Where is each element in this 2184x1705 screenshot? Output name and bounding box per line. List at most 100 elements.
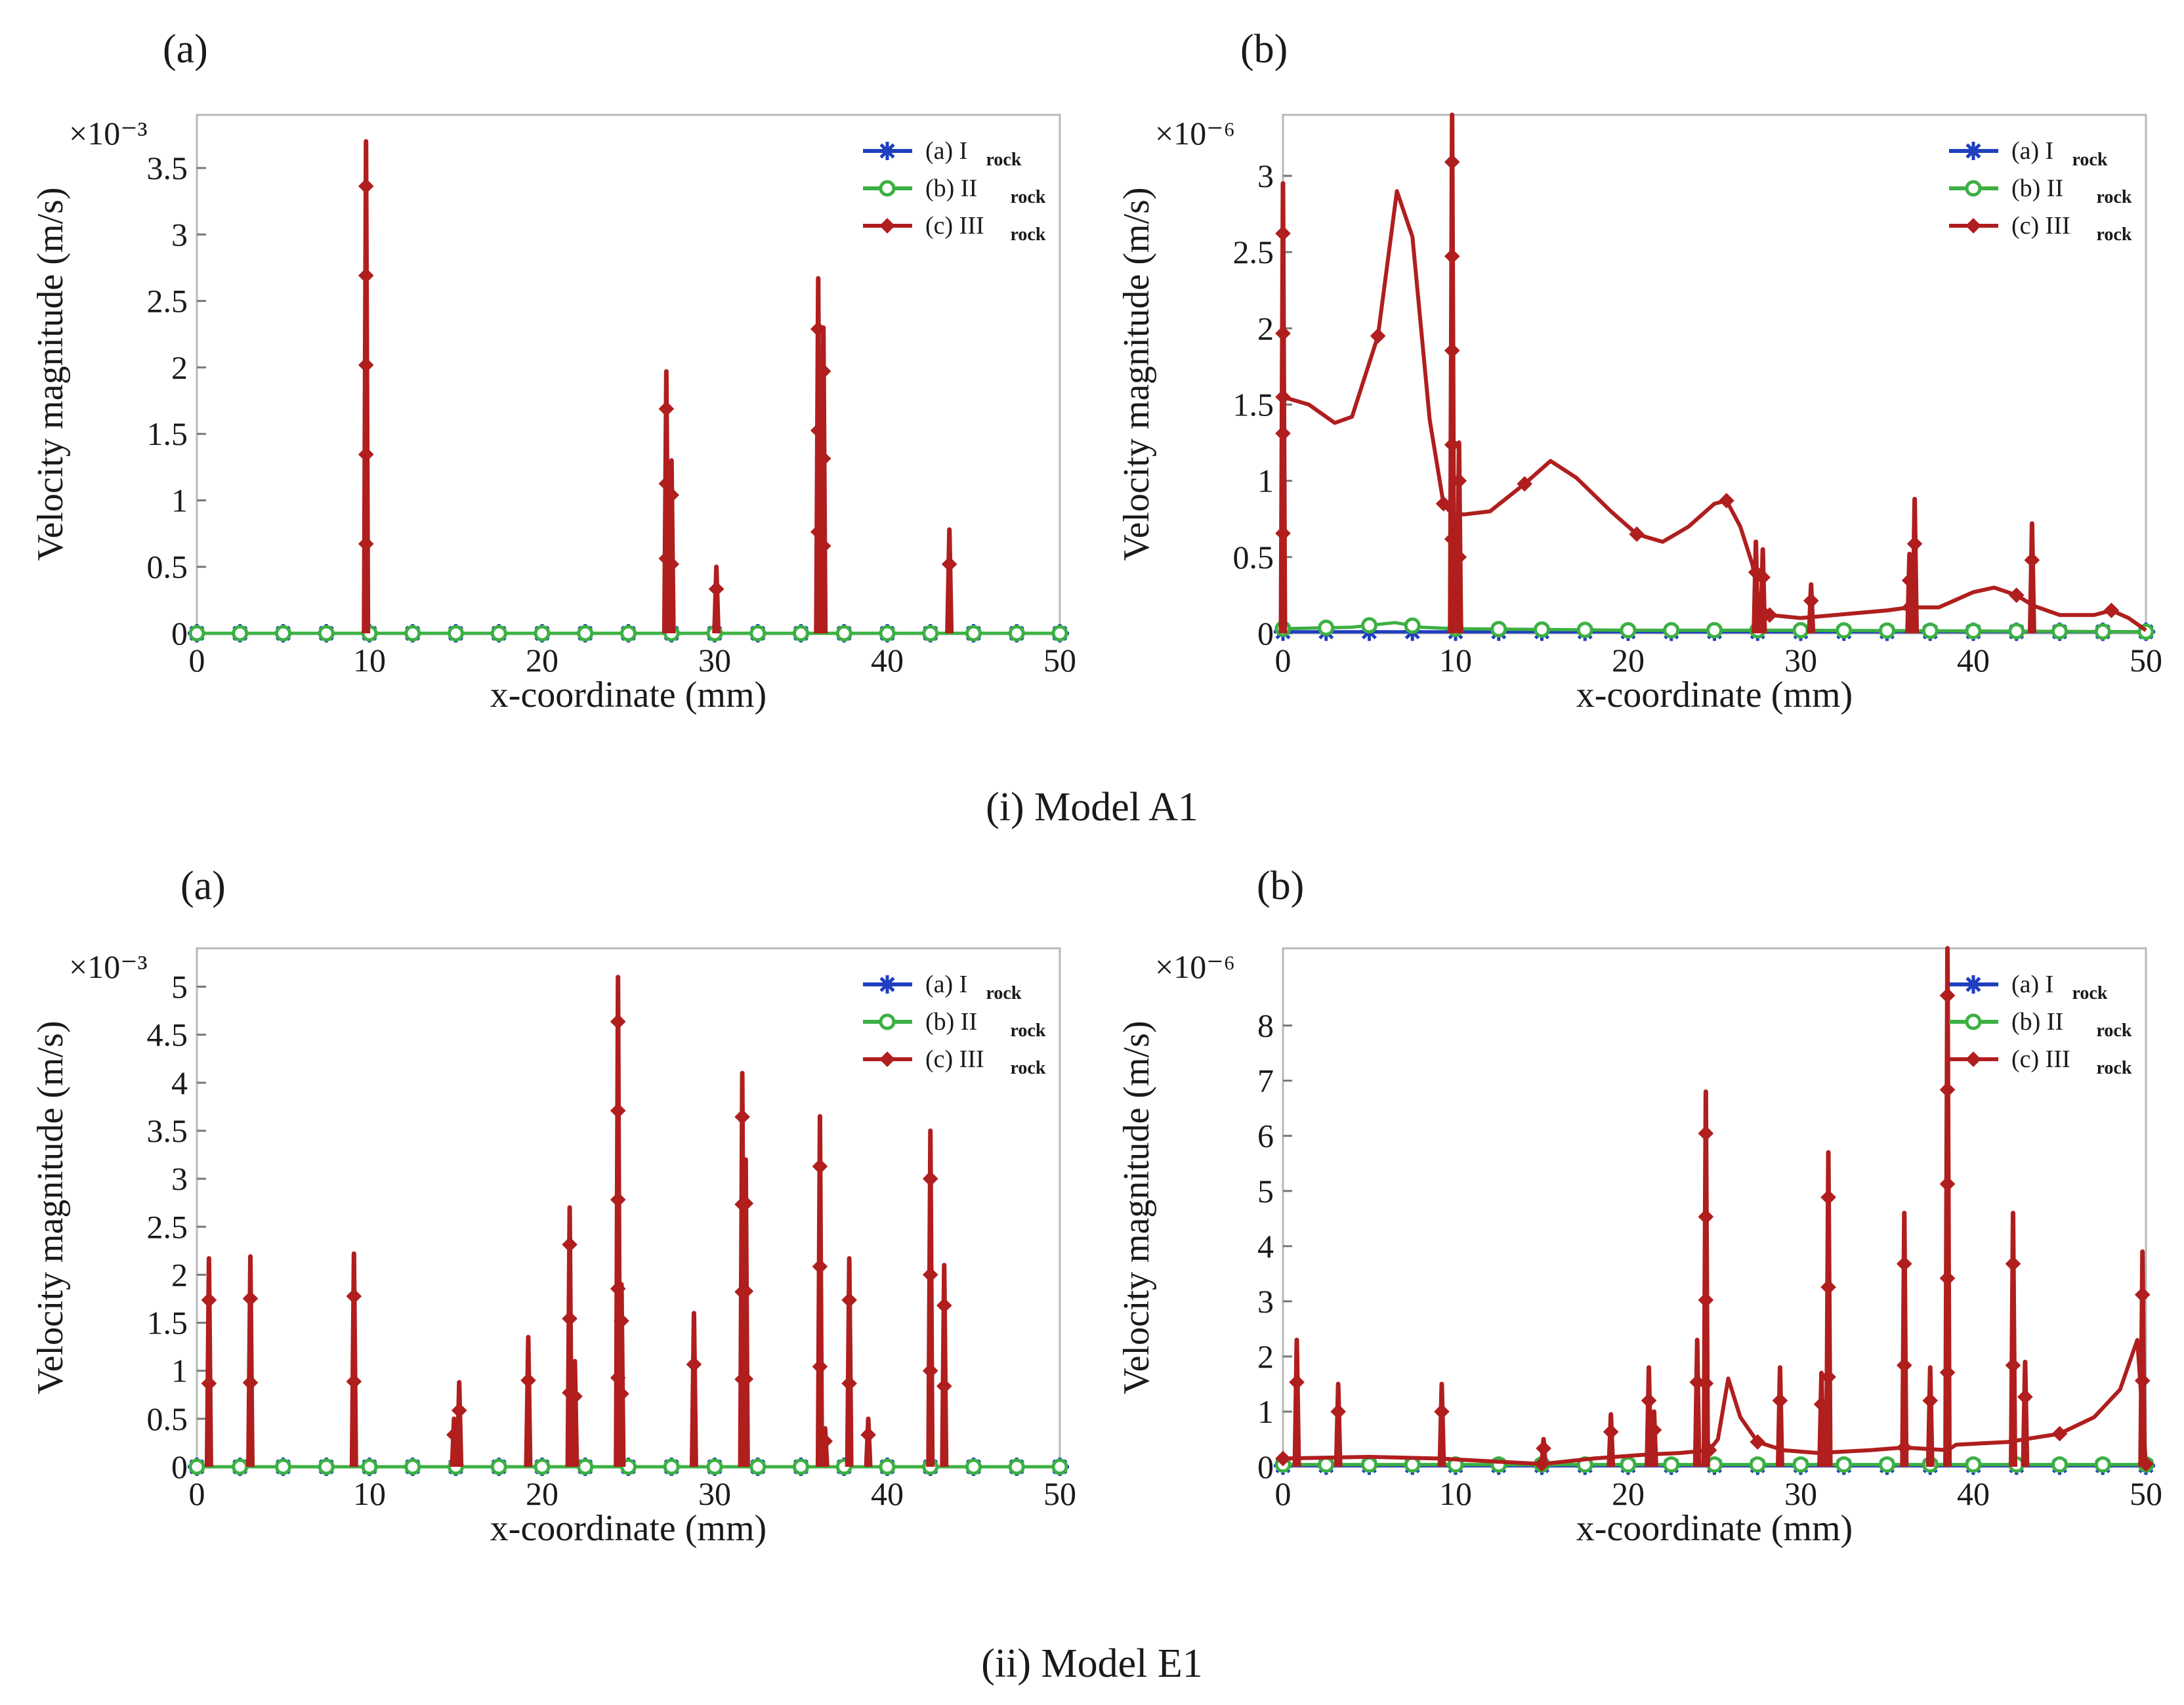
x-tick-label: 20 [526,1475,558,1512]
y-tick-label: 2.5 [147,1208,188,1245]
y-tick-label: 2 [1257,310,1274,347]
legend-subscript-3: rock [2097,1058,2132,1078]
x-axis-title: x-coordinate (mm) [1576,675,1853,715]
legend-star-icon [878,142,896,160]
series-marker-ii-rock [879,625,896,642]
legend-diamond-icon [879,1051,895,1067]
x-tick-label: 0 [1275,642,1292,679]
series-marker-ii-rock [1620,621,1637,639]
series-marker-ii-rock [922,625,939,642]
legend-label-3: (c) III [925,1045,984,1073]
spike-marker-iii-rock [520,1372,536,1389]
series-marker-iii-rock [1370,328,1386,344]
legend-subscript-1: rock [986,150,1022,170]
series-marker-ii-rock [490,1458,507,1475]
legend-subscript-3: rock [1011,1058,1046,1078]
legend-circle-icon [879,180,896,197]
spike-iii-rock [1817,1370,1826,1467]
series-marker-ii-rock [1749,1456,1766,1473]
spike-marker-iii-rock [2005,1255,2021,1272]
spike-marker-iii-rock [1444,248,1460,264]
y-tick-label: 4 [171,1064,188,1101]
spike-marker-iii-rock [1289,1374,1305,1390]
series-marker-ii-rock [706,1458,723,1475]
spike-marker-iii-rock [738,1283,754,1299]
y-tick-label: 8 [1257,1007,1274,1044]
series-marker-ii-rock [1404,617,1421,634]
spike-iii-rock [455,1379,464,1467]
series-marker-ii-rock [1576,621,1593,639]
y-tick-label: 1.5 [147,415,188,452]
spike-marker-iii-rock [451,1402,467,1418]
legend-label-3: (c) III [925,212,984,240]
spike-marker-iii-rock [610,1103,626,1119]
series-marker-iii-rock [1719,493,1734,509]
series-marker-ii-rock [318,1458,335,1475]
spike-marker-iii-rock [1698,1209,1714,1225]
x-tick-label: 30 [1784,1475,1817,1512]
legend-label-2: (b) II [2011,175,2063,202]
series-marker-ii-rock [1361,617,1377,634]
spike-marker-iii-rock [1906,536,1923,552]
y-tick-label: 1 [171,1353,188,1389]
spike-marker-iii-rock [1820,1369,1836,1385]
y-tick-label: 1 [171,482,188,518]
y-tick-label: 1 [1257,463,1274,499]
spike-marker-iii-rock [1922,1393,1939,1408]
series-marker-ii-rock [1965,623,1982,640]
legend-subscript-2: rock [1011,1021,1046,1041]
series-marker-ii-rock [1663,621,1680,639]
series-marker-ii-rock [448,625,464,642]
spike-iii-rock [945,527,954,634]
x-tick-label: 40 [1957,642,1990,679]
y-scale-factor: ×10⁻³ [69,948,148,985]
x-tick-label: 40 [871,642,904,679]
caption-model-a1: (i) Model A1 [986,785,1198,830]
legend-star-icon [1964,142,1983,160]
spike-marker-iii-rock [1641,1393,1657,1408]
spike-marker-iii-rock [936,1378,952,1394]
x-tick-label: 20 [1612,642,1645,679]
spike-marker-iii-rock [1939,1364,1956,1381]
spike-marker-iii-rock [841,1292,857,1308]
panel-letter-e1a: (a) [180,864,226,908]
chart-e1a: 0 10 20 30 40 50 0 0.5 1 1.5 2 2.5 3 3.5 4 4.5 5 x-coordi… [30,947,1076,1549]
series-marker-ii-rock [1706,621,1723,639]
series-marker-ii-rock [318,625,335,642]
spike-marker-iii-rock [358,178,374,194]
series-marker-ii-rock [1620,1456,1637,1473]
spike-iii-rock [1701,1089,1710,1467]
spike-marker-iii-rock [922,1362,938,1379]
spike-marker-iii-rock [815,538,831,554]
series-marker-ii-rock [275,1458,291,1475]
y-tick-label: 2.5 [1233,234,1274,270]
y-tick-label: 6 [1257,1118,1274,1154]
y-tick-label: 4.5 [147,1017,188,1053]
legend-subscript-1: rock [986,983,1022,1003]
series-marker-ii-rock [275,625,291,642]
spike-marker-iii-rock [1820,1279,1836,1295]
y-tick-label: 0 [171,615,188,652]
series-marker-ii-rock [188,1458,205,1475]
spike-marker-iii-rock [346,1288,362,1305]
spike-marker-iii-rock [922,1171,938,1187]
spike-iii-rock [2021,1359,2030,1467]
y-tick-label: 3 [171,216,188,253]
y-tick-label: 2.5 [147,283,188,320]
y-tick-label: 4 [1257,1228,1274,1265]
y-tick-label: 2 [1257,1338,1274,1375]
plot-frame [196,947,1061,1468]
series-marker-ii-rock [965,1458,982,1475]
spike-iii-rock [1454,440,1463,634]
spike-iii-rock [814,276,823,634]
legend-label-1: (a) I [2011,137,2053,165]
spike-marker-iii-rock [1939,1176,1956,1192]
series-marker-iii-rock [1629,526,1645,542]
legend-subscript-3: rock [2097,224,2132,245]
spike-marker-iii-rock [734,1109,750,1125]
spike-marker-iii-rock [815,363,831,379]
spike-marker-iii-rock [1275,425,1291,442]
panel-letter-a1b: (b) [1240,27,1288,72]
spike-marker-iii-rock [1603,1423,1619,1440]
legend-subscript-2: rock [1011,187,1046,207]
